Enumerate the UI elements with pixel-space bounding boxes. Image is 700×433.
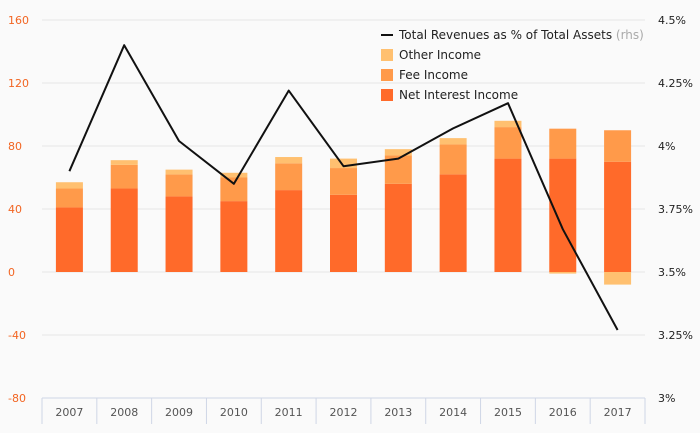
y-tick-left-label: 40 [8,203,22,216]
y-tick-left-label: 80 [8,140,22,153]
bar-segment [165,196,193,272]
bar-segment [439,174,467,272]
bar-segment [494,120,522,128]
bar-segment [330,194,357,272]
y-tick-right-label: 3.5% [658,266,686,279]
bar-segment [439,144,467,175]
legend-label: Other Income [399,48,481,62]
bar-segment [220,172,248,178]
bar-segment [330,158,357,169]
x-tick-label: 2008 [110,406,138,419]
legend-swatch [381,49,393,61]
x-tick-label: 2011 [275,406,303,419]
x-tick-label: 2012 [330,406,358,419]
legend-label: Net Interest Income [399,88,518,102]
x-tick-label: 2014 [439,406,467,419]
bar-segment [110,188,138,272]
bar-segment [55,188,83,208]
x-tick-label: 2013 [384,406,412,419]
revenue-line [68,44,619,331]
bar-segment [494,158,522,272]
legend-rhs-suffix: (rhs) [616,28,644,42]
y-tick-right-label: 3.75% [658,203,693,216]
x-tick-label: 2009 [165,406,193,419]
bar-segment [549,158,577,272]
y-tick-left-label: -80 [8,392,26,405]
legend-line-label: Total Revenues as % of Total Assets (rhs… [398,28,644,42]
bar-segment [330,168,357,195]
bar-segment [110,160,138,165]
bar-segment [275,163,303,191]
y-tick-right-label: 4% [658,140,675,153]
bar-segment [165,174,193,197]
bar-segment [55,182,83,189]
revenue-ratio-line [68,44,619,331]
legend-swatch [381,89,393,101]
bar-segment [494,127,522,159]
bar-segment [384,183,412,272]
legend-swatch [381,69,393,81]
bar-segment [220,201,248,272]
x-tick-label: 2016 [549,406,577,419]
bar-segment [549,272,577,274]
bar-segment [165,169,193,175]
bar-segment [110,164,138,189]
bar-segment [384,149,412,156]
y-tick-left-label: 160 [8,14,29,27]
x-tick-label: 2010 [220,406,248,419]
bar-segment [275,190,303,272]
y-tick-right-label: 3% [658,392,675,405]
axes: -80 -40 0 40 80 120 160 3% 3.25% 3.5% 3.75% 4% 4.25%… [8,14,693,424]
bar-segment [549,128,577,159]
legend: Total Revenues as % of Total Assets (rhs… [381,28,644,102]
y-tick-left-label: -40 [8,329,26,342]
x-tick-label: 2007 [55,406,83,419]
bar-segment [220,177,248,202]
bar-segment [604,161,632,272]
bars [55,120,632,285]
x-tick-label: 2015 [494,406,522,419]
y-tick-right-label: 4.25% [658,77,693,90]
y-tick-left-label: 0 [8,266,15,279]
y-tick-right-label: 4.5% [658,14,686,27]
bar-segment [604,130,632,162]
bar-segment [55,207,83,272]
y-tick-left-label: 120 [8,77,29,90]
x-tick-label: 2017 [604,406,632,419]
bar-segment [275,157,303,164]
legend-label: Fee Income [399,68,468,82]
bar-segment [439,138,467,145]
bar-segment [604,272,632,285]
y-tick-right-label: 3.25% [658,329,693,342]
